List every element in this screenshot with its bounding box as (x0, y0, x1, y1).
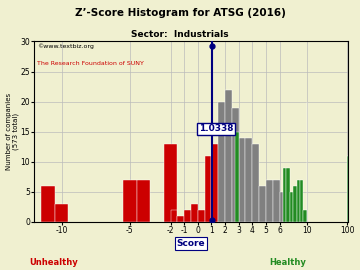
Bar (246, 138, 252, 222)
Bar (191, 204, 198, 222)
Bar (239, 138, 246, 222)
Bar (123, 180, 136, 222)
Bar (266, 180, 273, 222)
Bar (55, 204, 68, 222)
Bar (283, 168, 286, 222)
Bar (218, 102, 225, 222)
Text: Healthy: Healthy (270, 258, 306, 266)
Bar (290, 192, 293, 222)
Text: The Research Foundation of SUNY: The Research Foundation of SUNY (37, 61, 144, 66)
Bar (300, 180, 303, 222)
Bar (279, 192, 283, 222)
Bar (225, 90, 232, 222)
Text: 1.0338: 1.0338 (199, 124, 233, 133)
Bar (235, 132, 239, 222)
Bar (198, 210, 204, 222)
Y-axis label: Number of companies
(573 total): Number of companies (573 total) (5, 93, 19, 170)
Bar (303, 210, 307, 222)
Bar (259, 186, 266, 222)
Bar (136, 180, 150, 222)
Bar (286, 168, 290, 222)
Text: Unhealthy: Unhealthy (30, 258, 78, 266)
Bar (297, 180, 300, 222)
Text: Sector:  Industrials: Sector: Industrials (131, 30, 229, 39)
Text: ©www.textbiz.org: ©www.textbiz.org (37, 43, 94, 49)
Bar (184, 210, 191, 222)
X-axis label: Score: Score (177, 239, 205, 248)
Bar (41, 186, 55, 222)
Bar (204, 156, 211, 222)
Bar (293, 186, 297, 222)
Bar (232, 108, 239, 222)
Text: Z’-Score Histogram for ATSG (2016): Z’-Score Histogram for ATSG (2016) (75, 8, 285, 18)
Bar (211, 144, 218, 222)
Bar (252, 144, 259, 222)
Bar (177, 216, 184, 222)
Bar (164, 144, 177, 222)
Bar (347, 156, 348, 222)
Bar (273, 180, 279, 222)
Bar (171, 210, 177, 222)
